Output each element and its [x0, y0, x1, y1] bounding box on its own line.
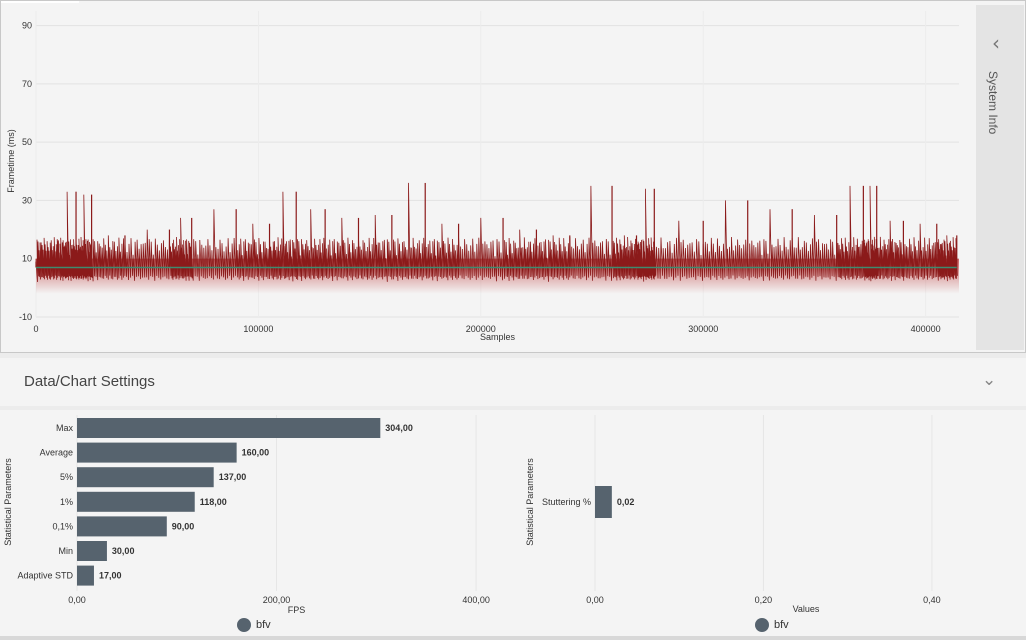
legend-swatch [755, 618, 769, 632]
statistics-panel: 0,00 200,00 400,00 Max 304,00 Average 160,00 5%… [0, 410, 1026, 636]
bar[interactable] [77, 418, 381, 438]
x-tick-label: 100000 [243, 324, 273, 334]
x-tick-label: 0,40 [923, 595, 941, 605]
bar-value-label: 118,00 [200, 497, 227, 507]
y-axis-label: Statistical Parameters [3, 458, 13, 546]
category-label: Stuttering % [542, 497, 591, 507]
legend-swatch [237, 618, 251, 632]
stutter-legend[interactable]: bfv [755, 618, 789, 632]
chevron-down-icon[interactable]: ⌄ [982, 370, 997, 390]
y-axis-label: Frametime (ms) [6, 129, 16, 193]
bar[interactable] [77, 516, 167, 537]
y-tick-label: 10 [22, 254, 32, 264]
x-tick-label: 400000 [911, 324, 941, 334]
y-tick-label: 50 [22, 137, 32, 147]
legend-label: bfv [256, 619, 271, 631]
stuttering-statistics-chart: 0,00 0,20 0,40 Stuttering % 0,02 Values Statis… [525, 415, 941, 614]
bar-value-label: 17,00 [99, 571, 122, 581]
frametime-chart-panel: -10 10 30 50 70 90 0 100000 200000 300000 400000 … [0, 0, 1026, 353]
bar-value-label: 0,02 [617, 497, 635, 507]
x-axis-label: Values [793, 604, 820, 614]
bottom-strip [0, 636, 1026, 640]
top-tab-indicator [1, 1, 79, 3]
category-label: Max [56, 423, 74, 433]
chevron-left-icon: ‹ [992, 31, 1000, 55]
category-label: 1% [60, 497, 73, 507]
fps-statistics-chart: 0,00 200,00 400,00 Max 304,00 Average 160,00 5%… [3, 415, 490, 615]
bar-value-label: 90,00 [172, 521, 195, 531]
system-info-label: System Info [986, 71, 1000, 135]
x-tick-label: 0,00 [68, 595, 86, 605]
bar-value-label: 304,00 [385, 423, 413, 433]
bar[interactable] [77, 565, 94, 586]
category-label: Min [58, 546, 73, 556]
y-axis-label: Statistical Parameters [525, 458, 535, 546]
fps-legend[interactable]: bfv [237, 618, 271, 632]
bar[interactable] [595, 486, 612, 518]
y-tick-label: 90 [22, 21, 32, 31]
x-axis-label: Samples [480, 332, 516, 342]
bar-value-label: 137,00 [219, 472, 247, 482]
x-axis-label: FPS [288, 605, 306, 615]
settings-title: Data/Chart Settings [24, 373, 155, 390]
y-tick-label: 70 [22, 79, 32, 89]
data-chart-settings-bar[interactable]: Data/Chart Settings ⌄ [0, 358, 1026, 406]
legend-label: bfv [774, 619, 789, 631]
bar-value-label: 30,00 [112, 546, 135, 556]
category-label: 5% [60, 472, 73, 482]
x-tick-label: 0,20 [755, 595, 773, 605]
x-tick-label: 200000 [466, 324, 496, 334]
y-tick-label: 30 [22, 195, 32, 205]
system-info-toggle[interactable]: ‹ System Info [976, 5, 1024, 350]
category-label: 0,1% [52, 521, 73, 531]
category-label: Average [40, 448, 73, 458]
bar[interactable] [77, 541, 107, 561]
x-tick-label: 400,00 [462, 595, 490, 605]
bar[interactable] [77, 467, 214, 488]
bar-value-label: 160,00 [242, 448, 270, 458]
category-label: Adaptive STD [17, 571, 73, 581]
x-tick-label: 0,00 [586, 595, 604, 605]
y-tick-label: -10 [19, 312, 32, 322]
bar[interactable] [77, 491, 195, 512]
bar[interactable] [77, 442, 237, 463]
x-tick-label: 200,00 [263, 595, 291, 605]
x-tick-label: 0 [33, 324, 38, 334]
frametime-series-line [35, 182, 958, 283]
x-tick-label: 300000 [688, 324, 718, 334]
